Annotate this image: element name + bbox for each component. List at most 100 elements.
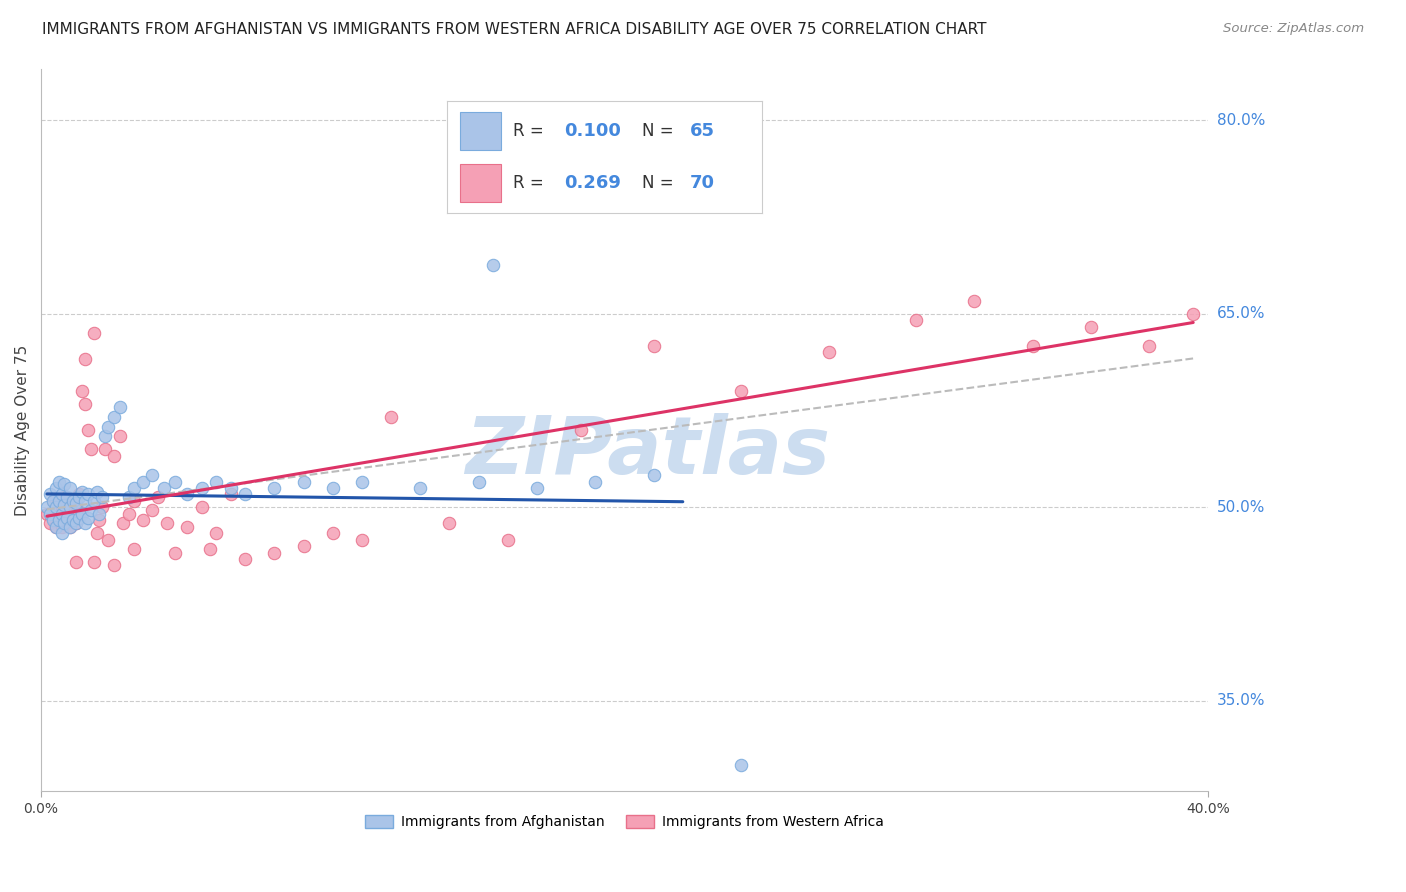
Point [97,533,120,547]
Point [132,475,155,489]
Point [350,475,373,489]
Y-axis label: Disability Age Over 75: Disability Age Over 75 [15,344,30,516]
Point [48,494,70,508]
Point [51,519,73,533]
Point [42,494,65,508]
Point [219,487,242,501]
Point [526,481,548,495]
Point [70,484,93,499]
Point [73,397,96,411]
Point [292,475,315,489]
Point [56,516,79,530]
Point [176,487,198,501]
Text: Source: ZipAtlas.com: Source: ZipAtlas.com [1223,22,1364,36]
Point [59,481,82,495]
Point [124,494,146,508]
Point [1139,339,1161,353]
Point [963,293,986,308]
Point [48,513,70,527]
Point [53,498,76,512]
Point [62,513,84,527]
Text: IMMIGRANTS FROM AFGHANISTAN VS IMMIGRANTS FROM WESTERN AFRICA DISABILITY AGE OVE: IMMIGRANTS FROM AFGHANISTAN VS IMMIGRANT… [42,22,987,37]
Point [80,442,103,457]
Point [1022,339,1045,353]
Point [42,513,65,527]
Point [190,481,212,495]
Point [730,384,752,399]
Point [155,516,177,530]
Point [65,498,87,512]
Point [45,519,67,533]
Point [35,507,58,521]
Point [108,400,131,414]
Point [124,541,146,556]
Point [117,490,139,504]
Point [51,487,73,501]
Text: 65.0%: 65.0% [1216,306,1265,321]
Point [51,526,73,541]
Point [45,500,67,515]
Point [56,498,79,512]
Point [59,500,82,515]
Point [152,481,174,495]
Point [35,500,58,515]
Point [38,507,60,521]
Point [91,490,114,504]
Point [730,758,752,772]
Point [56,510,79,524]
Point [103,558,125,573]
Point [176,519,198,533]
Point [65,496,87,510]
Point [80,503,103,517]
Point [45,481,67,495]
Point [322,481,344,495]
Point [467,475,489,489]
Point [439,516,461,530]
Point [350,533,373,547]
Point [83,494,105,508]
Point [67,487,90,501]
Point [53,477,76,491]
Point [89,513,111,527]
Point [643,339,665,353]
Point [97,420,120,434]
Point [83,326,105,340]
Point [219,481,242,495]
Point [1182,307,1205,321]
Point [141,468,163,483]
Point [38,487,60,501]
Point [482,258,505,272]
Point [70,507,93,521]
Point [59,519,82,533]
Point [45,500,67,515]
Point [76,487,98,501]
Point [124,481,146,495]
Point [205,526,228,541]
Point [165,545,187,559]
Point [643,468,665,483]
Point [73,351,96,366]
Point [132,513,155,527]
Point [62,494,84,508]
Point [292,539,315,553]
Point [94,442,117,457]
Point [62,494,84,508]
Point [53,516,76,530]
Point [583,475,606,489]
Point [117,507,139,521]
Text: ZIPatlas: ZIPatlas [465,413,831,491]
Point [165,475,187,489]
Point [65,555,87,569]
Point [233,487,256,501]
Point [89,507,111,521]
Point [103,449,125,463]
Point [48,513,70,527]
Point [86,484,108,499]
Point [496,533,519,547]
Point [53,510,76,524]
Point [48,475,70,489]
Text: 80.0%: 80.0% [1216,112,1265,128]
Point [263,545,285,559]
Point [103,409,125,424]
Point [233,552,256,566]
